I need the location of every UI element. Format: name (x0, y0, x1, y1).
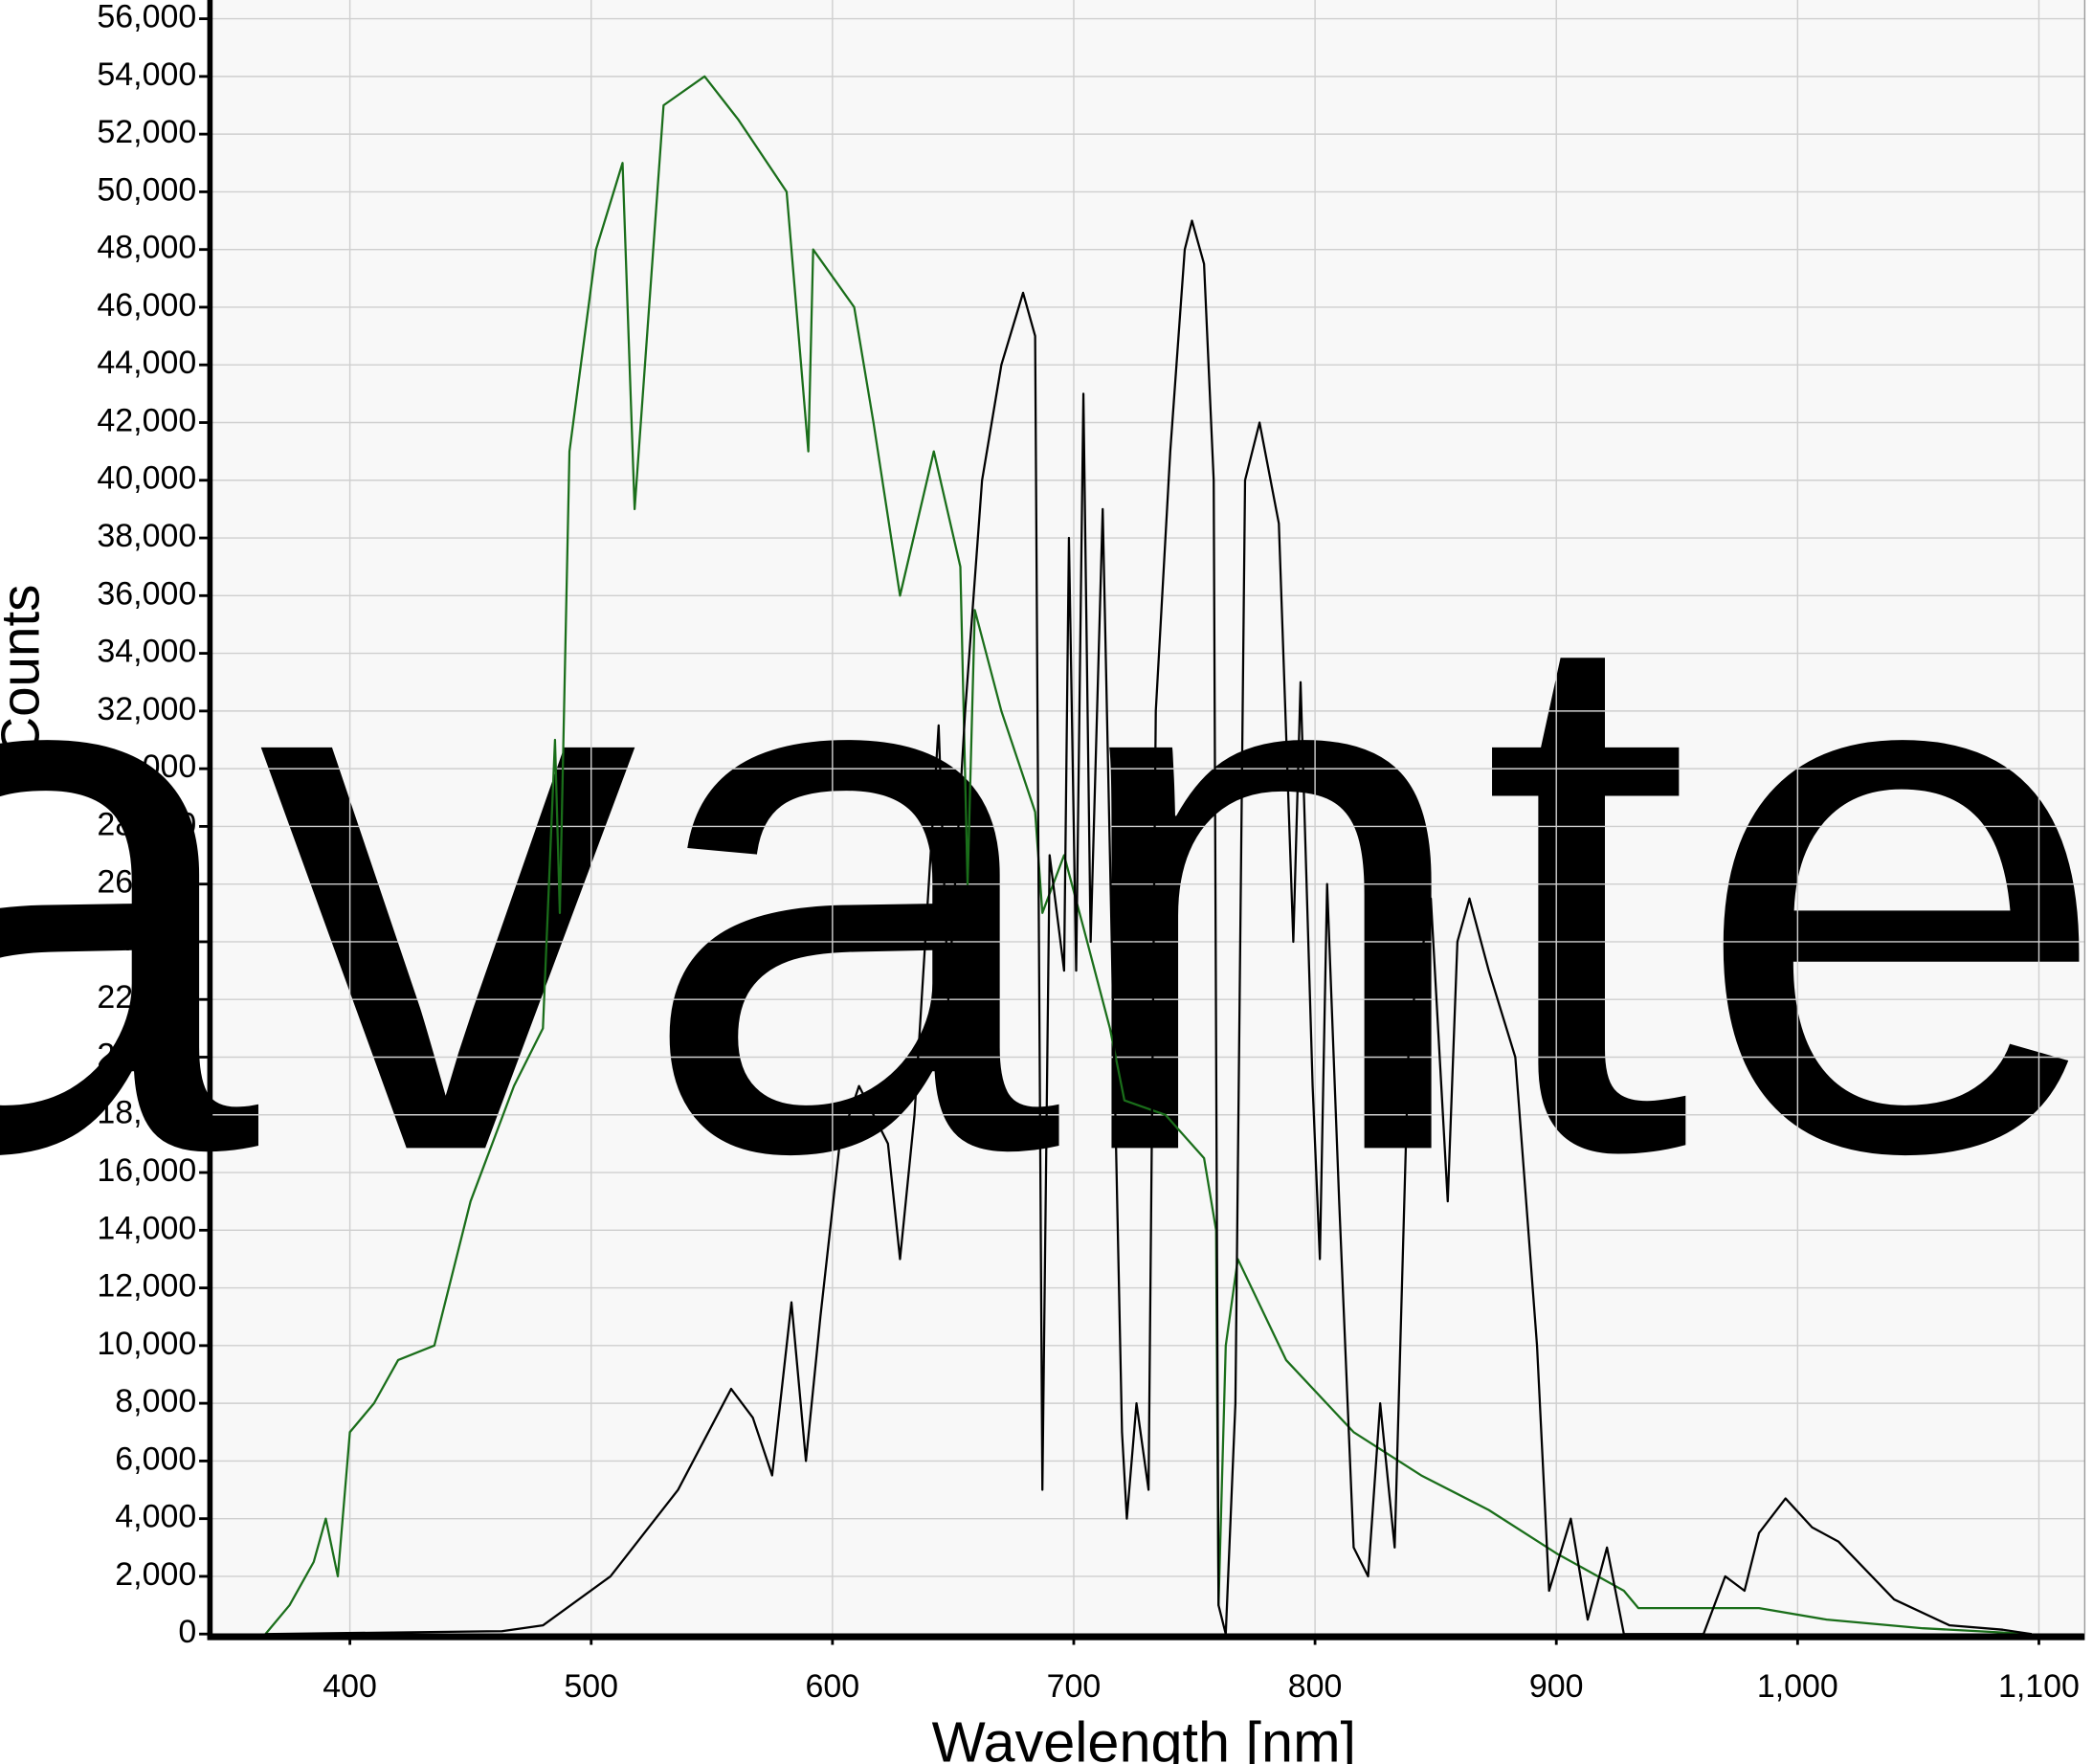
data-line (265, 219, 2033, 1636)
y-tick-label: 52,000 (97, 114, 196, 150)
y-tick-label: 54,000 (97, 56, 196, 93)
grid (210, 0, 2085, 1635)
y-tick-label: 4,000 (115, 1499, 196, 1535)
y-tick-label: 18,000 (97, 1095, 196, 1131)
y-tick-label: 28,000 (97, 806, 196, 842)
x-tick-label: 800 (1288, 1668, 1343, 1705)
y-tick-label: 40,000 (97, 460, 196, 497)
y-tick-label: 20,000 (97, 1037, 196, 1073)
x-tick-label: 600 (806, 1668, 860, 1705)
y-tick-label: 36,000 (97, 575, 196, 612)
x-tick-label: 900 (1529, 1668, 1584, 1705)
y-tick-label: 30,000 (97, 748, 196, 785)
y-tick-label: 2,000 (115, 1556, 196, 1593)
y-tick-label: 38,000 (97, 518, 196, 554)
y-tick-label: 22,000 (97, 979, 196, 1016)
x-tick-label: 1,100 (1998, 1668, 2080, 1705)
y-tick-label: 16,000 (97, 1152, 196, 1189)
y-tick-label: 8,000 (115, 1383, 196, 1419)
x-tick-label: 1,000 (1757, 1668, 1838, 1705)
data-line (264, 75, 2032, 1636)
y-tick-label: 26,000 (97, 864, 196, 901)
y-tick-label: 10,000 (97, 1326, 196, 1362)
y-tick-label: 34,000 (97, 634, 196, 670)
y-axis-label: Counts (0, 585, 51, 756)
plot-area (210, 0, 2085, 1635)
y-tick-label: 44,000 (97, 345, 196, 381)
plot (264, 75, 2033, 1636)
y-tick-label: 56,000 (97, 0, 196, 35)
y-tick-label: 12,000 (97, 1268, 196, 1305)
x-tick-label: 400 (323, 1668, 377, 1705)
y-tick-label: 24,000 (97, 922, 196, 958)
y-tick-label: 6,000 (115, 1440, 196, 1477)
y-tick-label: 0 (178, 1614, 196, 1650)
y-tick-label: 48,000 (97, 230, 196, 266)
y-tick-label: 42,000 (97, 402, 196, 438)
x-tick-label: 500 (564, 1668, 618, 1705)
x-tick-label: 700 (1047, 1668, 1102, 1705)
x-axis-label: Wavelength [nm] (932, 1709, 1356, 1764)
y-tick-label: 14,000 (97, 1210, 196, 1246)
y-tick-label: 32,000 (97, 691, 196, 727)
y-tick-label: 50,000 (97, 171, 196, 208)
y-tick-label: 46,000 (97, 287, 196, 324)
